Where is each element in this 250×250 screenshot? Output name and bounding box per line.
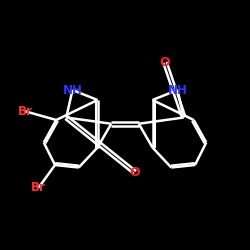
Text: Br: Br [31,181,46,194]
Text: O: O [160,56,170,69]
Text: NH: NH [62,84,82,96]
Text: Br: Br [18,105,32,118]
Text: O: O [130,166,140,179]
Text: NH: NH [168,84,188,96]
